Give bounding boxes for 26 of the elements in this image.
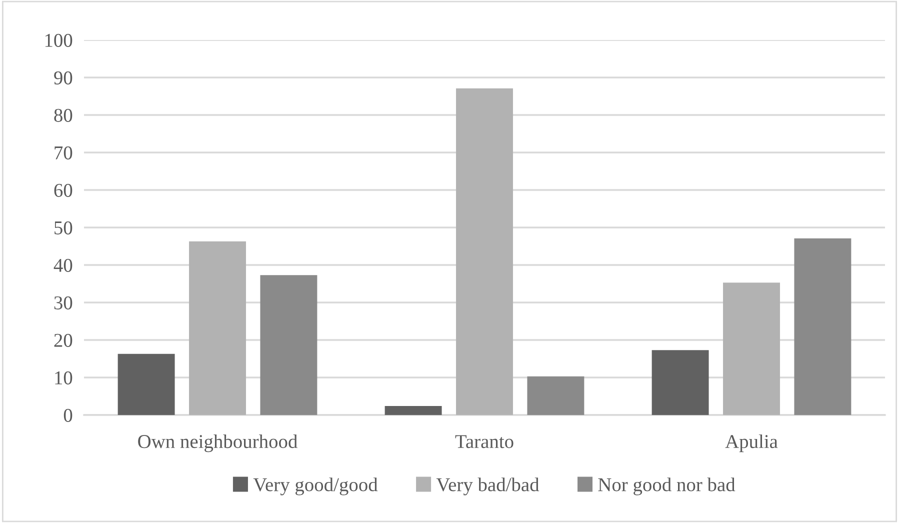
y-tick-label: 10 (55, 371, 72, 384)
x-tick-label: Taranto (455, 435, 514, 448)
x-tick-label: Apulia (725, 434, 778, 452)
y-tick-label: 0 (64, 408, 72, 422)
bar (384, 406, 442, 415)
bar (794, 238, 852, 415)
bar (527, 376, 584, 415)
y-tick-label: 90 (54, 71, 72, 84)
bar (118, 354, 175, 415)
bar (260, 275, 318, 415)
bar (652, 350, 709, 415)
y-tick-label: 70 (54, 146, 72, 160)
x-tick-label: Own neighbourhood (138, 434, 298, 452)
y-tick-label: 50 (54, 221, 72, 234)
bar (189, 241, 246, 415)
legend-label: Nor good nor bad (598, 478, 736, 496)
y-tick-label: 30 (54, 296, 72, 310)
legend-label: Very good/good (253, 478, 378, 496)
y-tick-label: 40 (54, 258, 72, 272)
legend-label: Very bad/bad (436, 478, 540, 496)
y-tick-label: 60 (54, 184, 72, 197)
y-tick-label: 20 (54, 334, 72, 347)
y-tick-label: 80 (54, 108, 72, 122)
bar (723, 282, 780, 415)
bar (456, 88, 513, 415)
y-tick-label: 100 (45, 34, 72, 47)
